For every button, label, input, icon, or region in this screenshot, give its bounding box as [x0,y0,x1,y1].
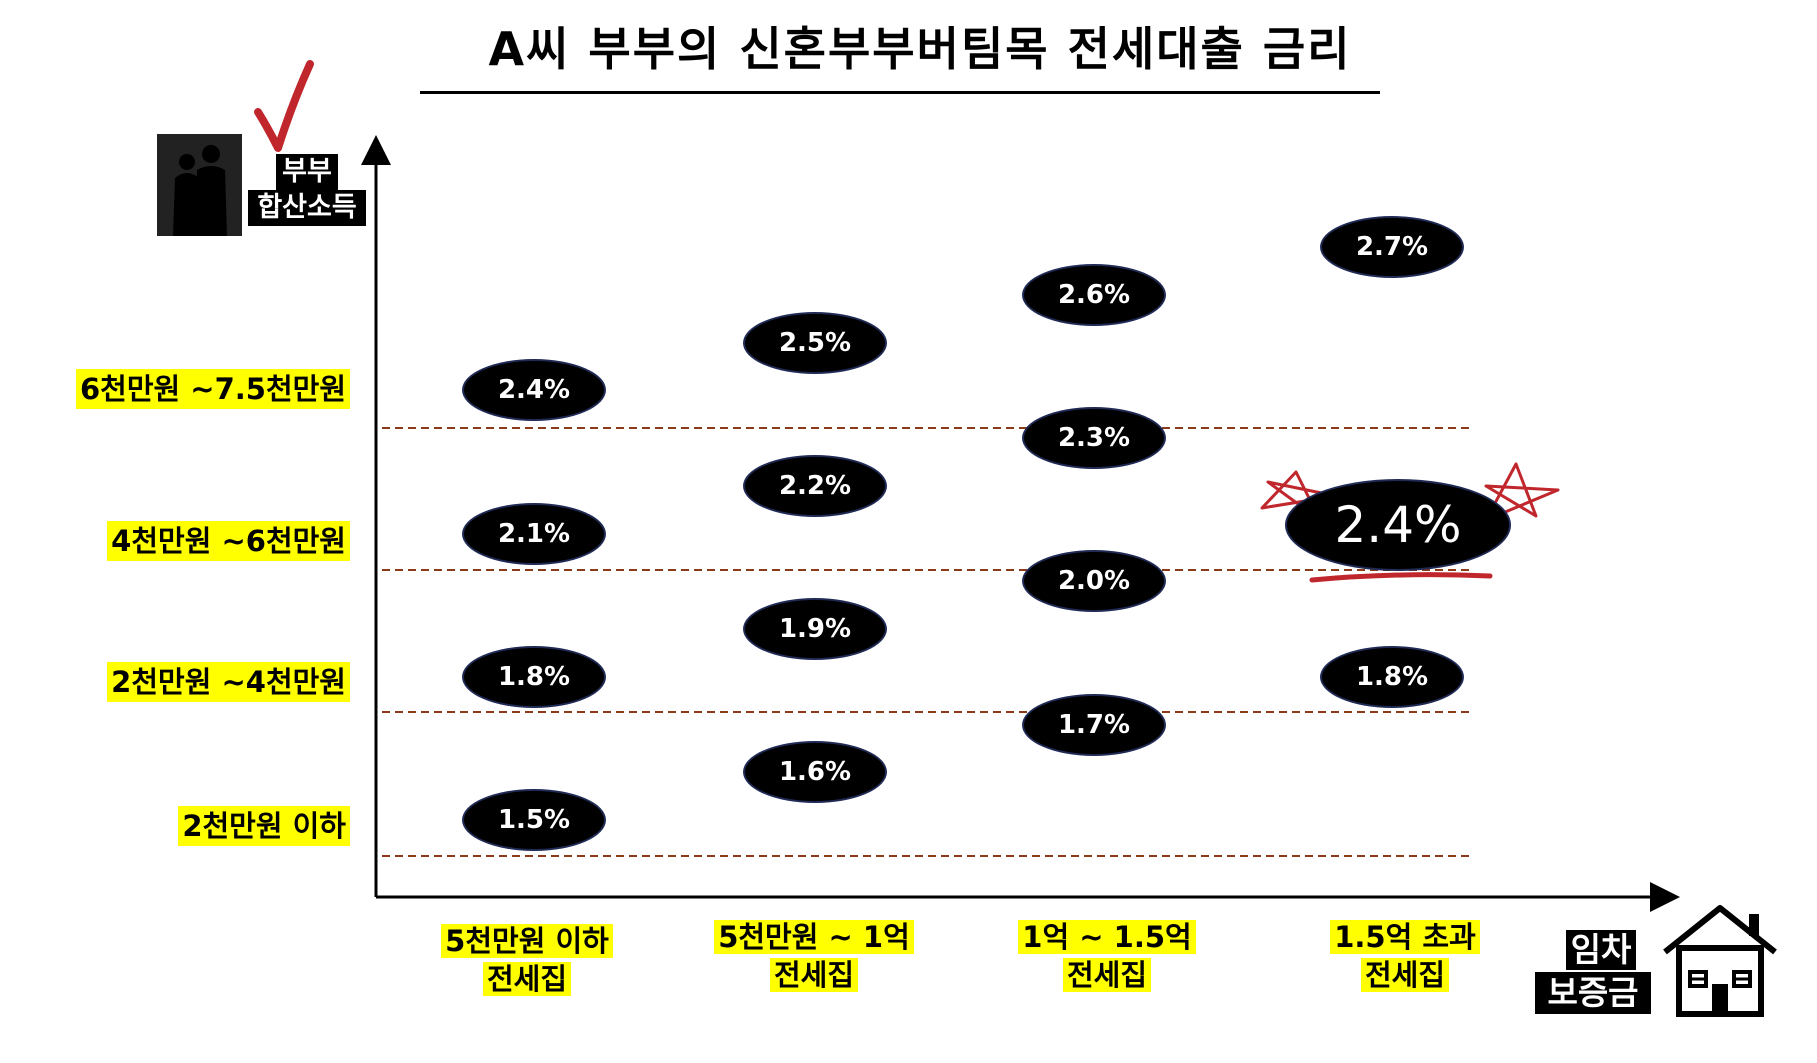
rate-label: 1.6% [743,741,887,804]
x-tick-label-line2: 전세집 [769,958,859,992]
x-tick-label: 5천만원 이하 전세집 [377,922,677,998]
x-tick-label-line1: 5천만원 이하 [441,924,613,958]
highlight-underline [1309,572,1493,583]
rate-label: 1.7% [1022,693,1166,756]
title-underline [420,91,1380,94]
x-tick-label-line1: 1억 ~ 1.5억 [1018,920,1196,954]
x-axis-title-line2: 보증금 [1535,972,1651,1014]
y-axis-title-line2: 합산소득 [248,190,366,226]
highlighted-rate-label: 2.4% [1285,479,1511,571]
rate-label: 1.8% [462,645,606,708]
rate-label: 2.7% [1320,216,1464,278]
couple-icon [157,134,242,236]
rate-label: 2.1% [462,502,606,565]
x-tick-label-line2: 전세집 [482,962,572,996]
rate-label: 2.3% [1022,407,1166,469]
rate-label: 1.9% [743,598,887,660]
chart-title: A씨 부부의 신혼부부버팀목 전세대출 금리 [488,22,1352,76]
y-tick-label: 2천만원 이하 [178,806,350,846]
rate-label: 1.5% [462,789,606,851]
x-tick-label-line1: 5천만원 ~ 1억 [714,920,914,954]
x-tick-label-line1: 1.5억 초과 [1330,920,1480,954]
x-tick-label: 1억 ~ 1.5억 전세집 [957,918,1257,994]
rate-label: 2.6% [1022,263,1166,326]
house-icon [1663,905,1777,1017]
checkmark-icon [254,60,314,152]
y-tick-label: 6천만원 ~7.5천만원 [75,369,350,409]
x-tick-label: 1.5억 초과 전세집 [1255,918,1555,994]
y-tick-label: 4천만원 ~6천만원 [107,521,350,561]
y-axis-title-line1: 부부 [276,154,338,190]
rate-label: 1.8% [1320,645,1464,708]
rate-label: 2.5% [743,311,887,374]
rate-label: 2.0% [1022,550,1166,613]
rate-label: 2.2% [743,454,887,517]
x-tick-label-line2: 전세집 [1360,958,1450,992]
x-tick-label: 5천만원 ~ 1억 전세집 [664,918,964,994]
y-tick-label: 2천만원 ~4천만원 [107,662,350,702]
star-icon [1484,462,1560,522]
rate-label: 2.4% [462,359,606,422]
x-axis-title-line1: 임차 [1566,930,1636,970]
x-tick-label-line2: 전세집 [1062,958,1152,992]
